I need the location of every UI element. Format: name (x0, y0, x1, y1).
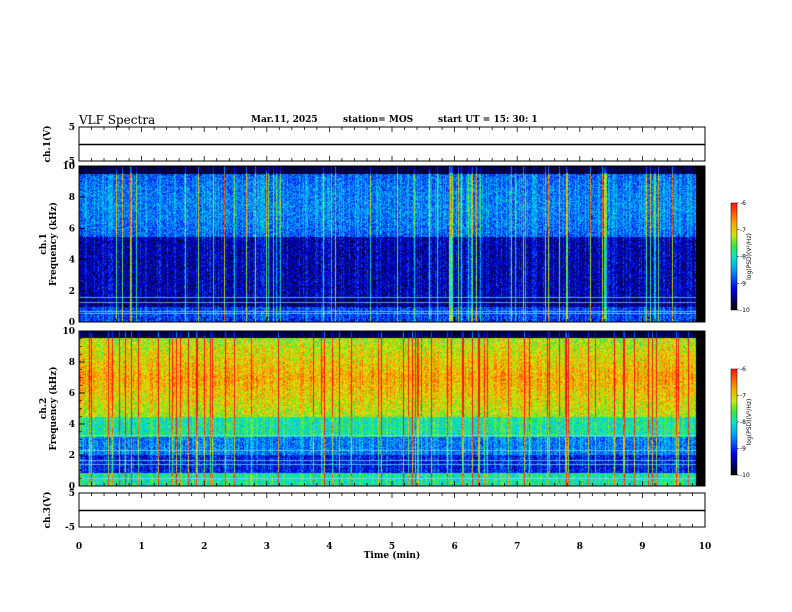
panel-1-ylabel-group: ch.1(V) (42, 126, 53, 163)
colorbar-tick-label: -9 (740, 446, 746, 453)
date-label: Mar.11, 2025 (251, 115, 318, 125)
y-tick-label: 5 (69, 489, 75, 499)
colorbar-tick-label: -8 (740, 254, 746, 261)
panel-2-ylabel-frequency: Frequency (kHz) (48, 202, 59, 286)
x-tick-label: 7 (514, 542, 520, 552)
y-tick-label: 4 (69, 420, 75, 430)
colorbar-tick-label: -10 (740, 307, 750, 314)
station-label: station= MOS (343, 115, 414, 125)
y-tick-label: 10 (62, 327, 75, 337)
chart-title: VLF Spectra (79, 113, 156, 127)
panel-1-ylabel: ch.1(V) (42, 126, 53, 163)
y-tick-label: 5 (69, 123, 75, 133)
x-tick-label: 1 (138, 542, 144, 552)
panel-4-ylabel: ch.3(V) (42, 492, 53, 529)
y-tick-label: 8 (69, 358, 75, 368)
colorbar-2-label-group: log(PSD)(V²/Hz) (746, 399, 753, 446)
colorbar-1-label: log(PSD)(V²/Hz) (746, 233, 753, 280)
colorbar-1 (730, 202, 738, 311)
y-tick-label: 0 (69, 318, 75, 328)
colorbar-tick-label: -8 (740, 419, 746, 426)
x-tick-label: 3 (264, 542, 270, 552)
y-tick-label: -5 (65, 523, 75, 533)
panel-3-ylabel-group: ch.2 Frequency (kHz) (39, 366, 59, 450)
panel-3-ylabel-frequency: Frequency (kHz) (48, 366, 59, 450)
colorbar-tick-label: -7 (740, 227, 746, 234)
y-tick-label: 6 (69, 389, 75, 399)
x-axis-label: Time (min) (364, 550, 421, 561)
y-tick-label: -5 (65, 157, 75, 167)
y-tick-label: 0 (69, 482, 75, 492)
y-tick-label: 2 (69, 451, 75, 461)
y-tick-label: 10 (62, 162, 75, 172)
x-tick-label: 4 (326, 542, 332, 552)
colorbar-1-label-group: log(PSD)(V²/Hz) (746, 233, 753, 280)
colorbar-tick-label: -9 (740, 280, 746, 287)
x-tick-label: 2 (201, 542, 207, 552)
x-tick-label: 10 (699, 542, 712, 552)
x-tick-label: 6 (451, 542, 457, 552)
colorbar-2-label: log(PSD)(V²/Hz) (746, 399, 753, 446)
panel-2-ylabel-group: ch.1 Frequency (kHz) (39, 202, 59, 286)
colorbar-tick-label: -6 (740, 366, 746, 373)
panel-3-ylabel-channel: ch.2 (39, 398, 49, 419)
ch2-spectrogram-image (79, 331, 705, 486)
y-tick-label: 4 (69, 256, 75, 266)
colorbar-tick-label: -7 (740, 393, 746, 400)
y-tick-label: 8 (69, 193, 75, 203)
x-tick-label: 0 (76, 542, 82, 552)
x-tick-label: 8 (577, 542, 583, 552)
colorbar-tick-label: -6 (740, 200, 746, 207)
ch1-spectrogram-image (79, 166, 705, 322)
start-ut-label: start UT = 15: 30: 1 (438, 115, 538, 125)
y-tick-label: 2 (69, 287, 75, 297)
x-tick-label: 5 (389, 542, 395, 552)
colorbar-tick-label: -10 (740, 472, 750, 479)
x-tick-label: 9 (639, 542, 645, 552)
y-tick-label: 6 (69, 224, 75, 234)
panel-4-ylabel-group: ch.3(V) (42, 492, 53, 529)
colorbar-2 (730, 368, 738, 476)
panel-2-ylabel-channel: ch.1 (39, 233, 49, 254)
